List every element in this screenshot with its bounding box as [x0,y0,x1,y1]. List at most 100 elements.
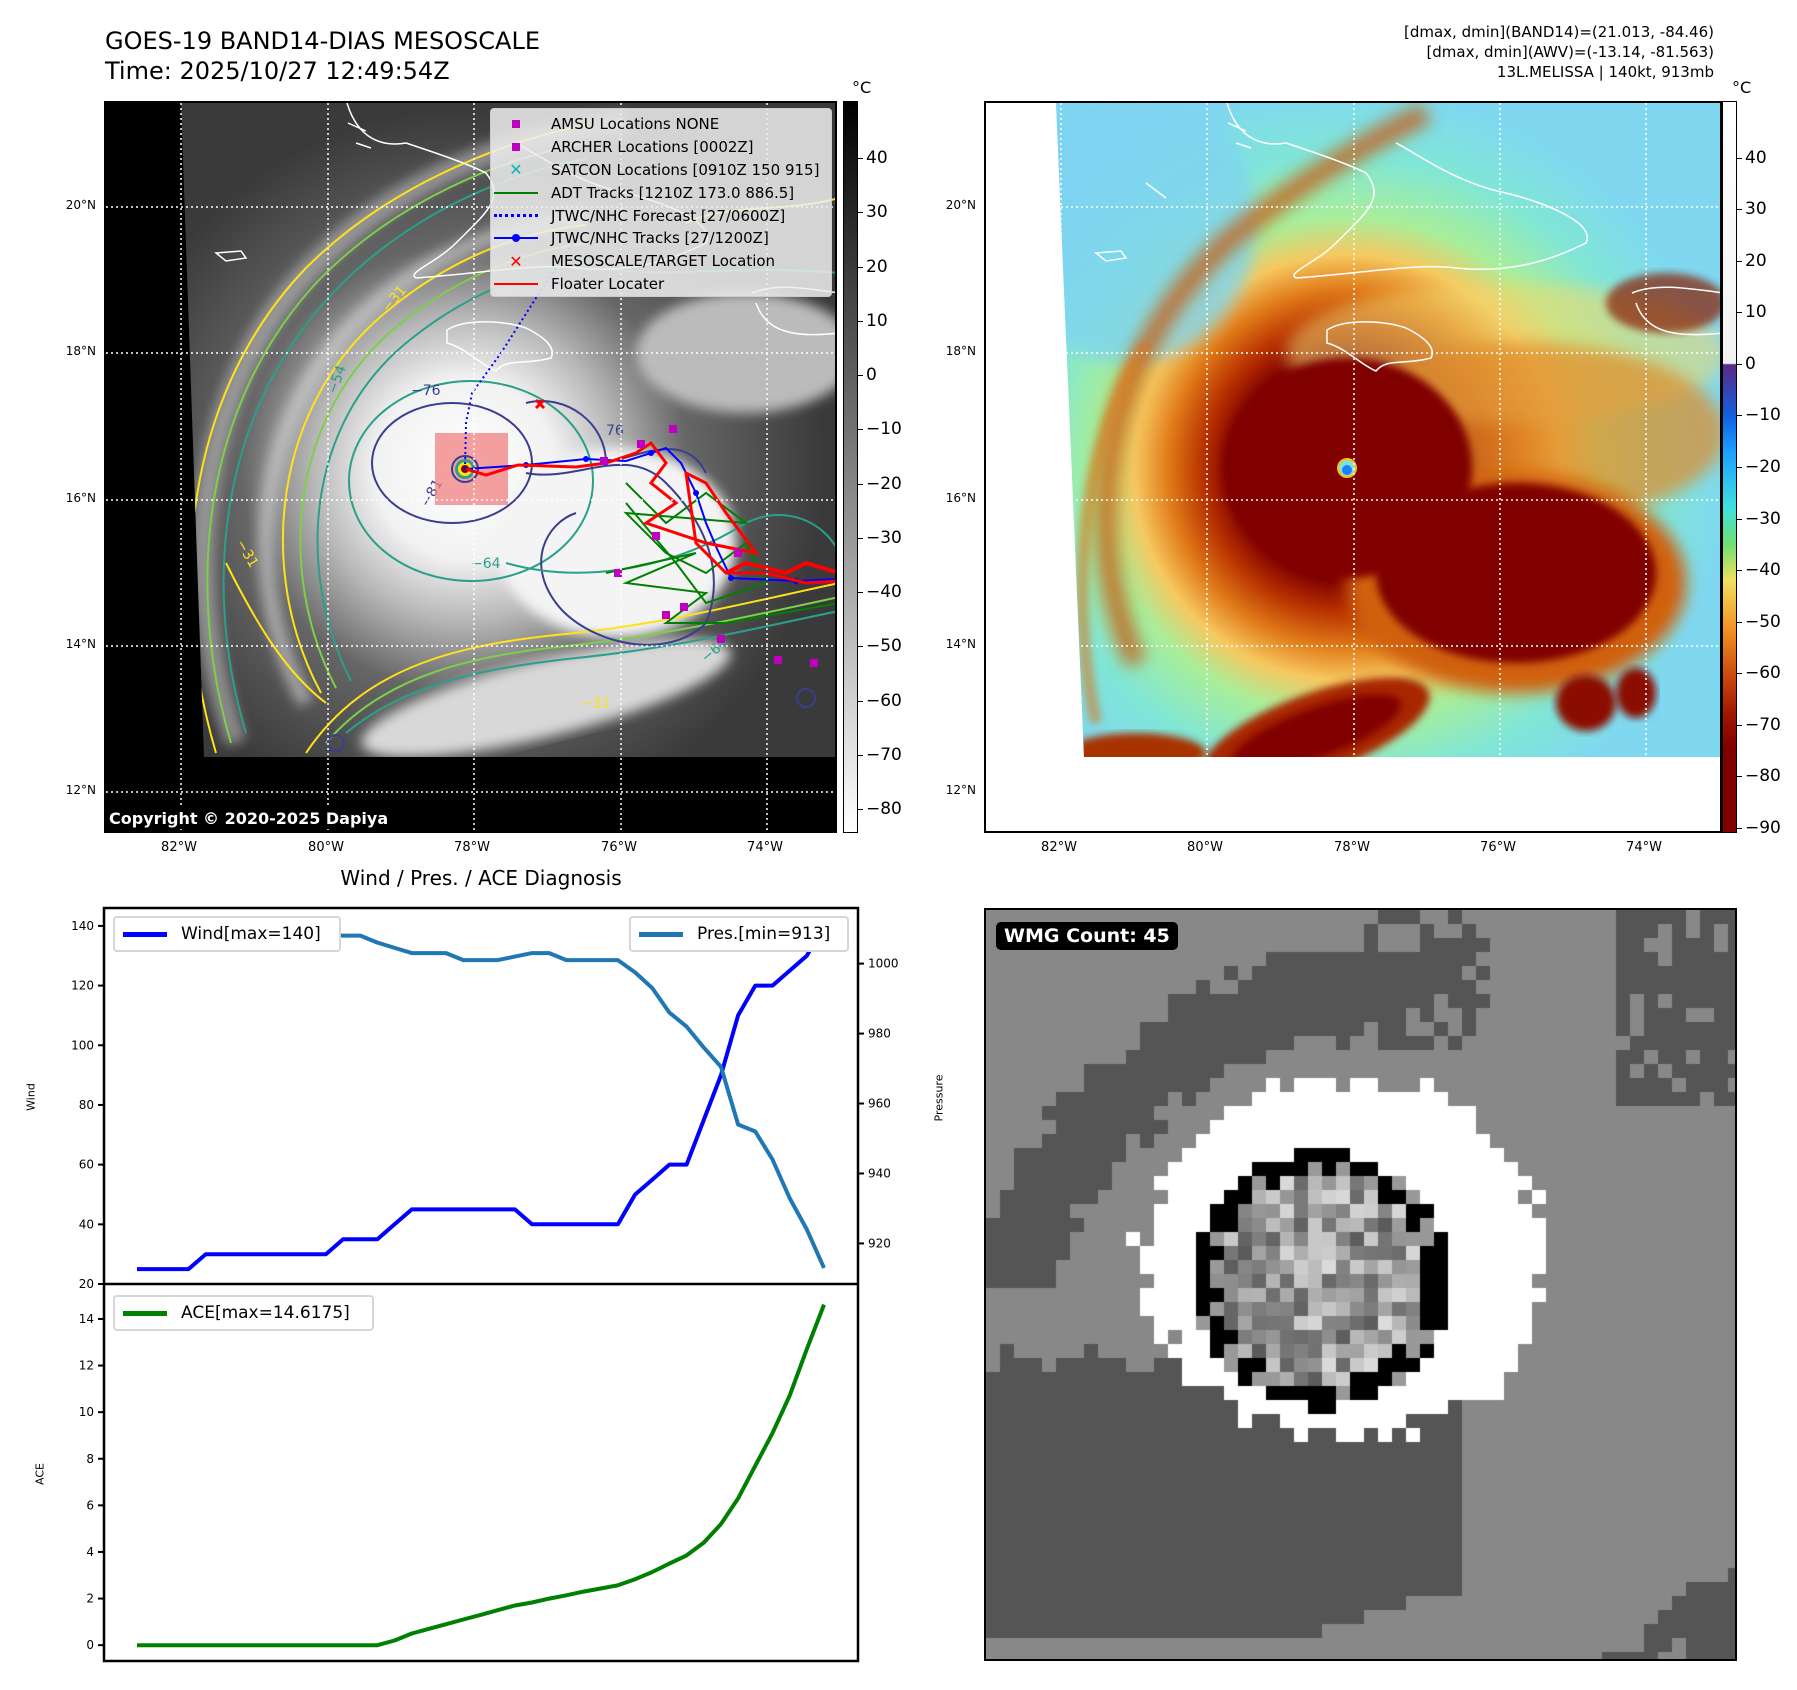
awv-colorbar-tick [1737,363,1742,365]
wind-legend-label: Wind[max=140] [181,924,321,944]
awv-map-image [986,103,1720,831]
legend-label: JTWC/NHC Forecast [27/0600Z] [551,206,786,225]
ir-colorbar-tick-label: 20 [866,256,888,277]
awv-colorbar-tick-label: −70 [1745,714,1781,735]
lon-label: 82°W [1041,840,1077,855]
ace-tick-label: 0 [86,1638,94,1652]
lat-label: 20°N [65,198,96,212]
awv-colorbar-tick [1737,673,1742,675]
legend-marker-line [491,185,541,201]
legend-item: AMSU Locations NONE [491,113,831,136]
lon-label: 74°W [747,840,783,855]
awv-colorbar [1722,101,1737,833]
wind-tick-label: 20 [79,1277,94,1291]
legend-item: ADT Tracks [1210Z 173.0 886.5] [491,181,831,204]
ace-legend-swatch [123,1310,167,1316]
target-x-marker [534,398,546,410]
awv-colorbar-tick [1737,518,1742,520]
ace-tick-label: 2 [86,1592,94,1606]
ace-tick-label: 12 [79,1359,94,1373]
map-legend: AMSU Locations NONE ARCHER Locations [000… [490,108,832,297]
lon-label: 82°W [161,840,197,855]
ir-colorbar-tick [858,646,863,648]
legend-marker-square [491,116,541,132]
legend-label: Floater Locater [551,274,665,293]
ace-tick-label: 14 [79,1312,94,1326]
storm-info: 13L.MELISSA | 140kt, 913mb [1496,63,1714,81]
lat-label: 18°N [65,344,96,358]
wind-axis-label: Wind [24,1083,38,1111]
lon-label: 80°W [1187,840,1223,855]
archer-markers [600,425,818,667]
ace-tick-label: 10 [79,1405,94,1419]
pressure-tick-label: 920 [868,1236,891,1250]
ir-colorbar-tick [858,429,863,431]
stats-block: [dmax, dmin](BAND14)=(21.013, -84.46) [d… [1404,22,1714,82]
pressure-legend-swatch [639,931,683,937]
pressure-tick-label: 940 [868,1166,891,1180]
wmg-image [986,910,1735,1659]
pressure-legend-label: Pres.[min=913] [697,924,831,944]
ir-colorbar-tick-label: −80 [866,799,902,820]
awv-colorbar-tick [1737,621,1742,623]
awv-colorbar-tick [1737,312,1742,314]
awv-colorbar-tick-label: −20 [1745,457,1781,477]
pressure-tick-label: 980 [868,1027,891,1041]
legend-item: ✕ MESOSCALE/TARGET Location [491,250,831,273]
ace-tick-label: 6 [86,1498,94,1512]
ir-colorbar-tick [858,320,863,322]
awv-colorbar-tick [1737,157,1742,159]
awv-map-panel [984,101,1722,833]
legend-label: AMSU Locations NONE [551,115,720,134]
pressure-legend: Pres.[min=913] [629,916,849,952]
lat-label: 12°N [65,783,96,797]
wind-tick-label: 60 [79,1158,94,1172]
contour-label: −64 [471,556,501,572]
ir-colorbar-tick [858,266,863,268]
wind-tick-label: 140 [71,919,94,933]
awv-colorbar-tick [1737,209,1742,211]
title-text: GOES-19 BAND14-DIAS MESOSCALE [105,27,541,55]
ir-colorbar-tick-label: −10 [866,419,902,440]
awv-colorbar-unit: °C [1732,78,1752,97]
legend-label: ADT Tracks [1210Z 173.0 886.5] [551,183,795,202]
legend-marker-dotted [491,208,541,224]
ir-colorbar-tick [858,212,863,214]
legend-marker-line [491,276,541,292]
awv-colorbar-tick-label: 30 [1745,199,1767,220]
ir-colorbar-tick-label: 40 [866,147,888,168]
wmg-panel [984,908,1737,1661]
awv-colorbar-tick-label: 0 [1745,353,1756,374]
contour-label: −31 [581,696,611,712]
ir-colorbar-tick-label: −40 [866,582,902,603]
ir-colorbar-tick-label: −20 [866,473,902,494]
figure-title: GOES-19 BAND14-DIAS MESOSCALE Time: 2025… [105,26,540,86]
lat-label: 18°N [945,344,976,358]
awv-colorbar-tick [1737,467,1742,468]
ir-colorbar-tick-label: 0 [866,365,877,386]
lat-label: 14°N [65,637,96,651]
awv-colorbar-tick [1737,827,1742,829]
pressure-axis-label: Pressure [932,1074,946,1122]
awv-colorbar-tick [1737,415,1742,417]
ir-colorbar-tick-label: −70 [866,744,902,765]
ir-colorbar-tick [858,537,863,539]
lon-label: 76°W [601,840,637,855]
awv-colorbar-tick [1737,260,1742,262]
lat-label: 16°N [945,491,976,505]
lat-label: 12°N [945,783,976,797]
ir-colorbar-tick [858,483,863,485]
lon-label: 78°W [454,840,490,855]
legend-label: JTWC/NHC Tracks [27/1200Z] [551,229,769,248]
legend-label: SATCON Locations [0910Z 150 915] [551,160,820,179]
ace-tick-label: 4 [86,1545,94,1559]
ace-tick-label: 8 [86,1452,94,1466]
lon-label: 74°W [1626,840,1662,855]
ace-legend-label: ACE[max=14.6175] [181,1303,350,1323]
ir-colorbar-tick [858,375,863,377]
ace-axis-label: ACE [33,1463,47,1485]
band14-stats: [dmax, dmin](BAND14)=(21.013, -84.46) [1403,23,1714,41]
awv-colorbar-tick-label: −50 [1745,611,1781,632]
awv-colorbar-tick [1737,776,1742,778]
awv-colorbar-tick-label: −40 [1745,560,1781,581]
